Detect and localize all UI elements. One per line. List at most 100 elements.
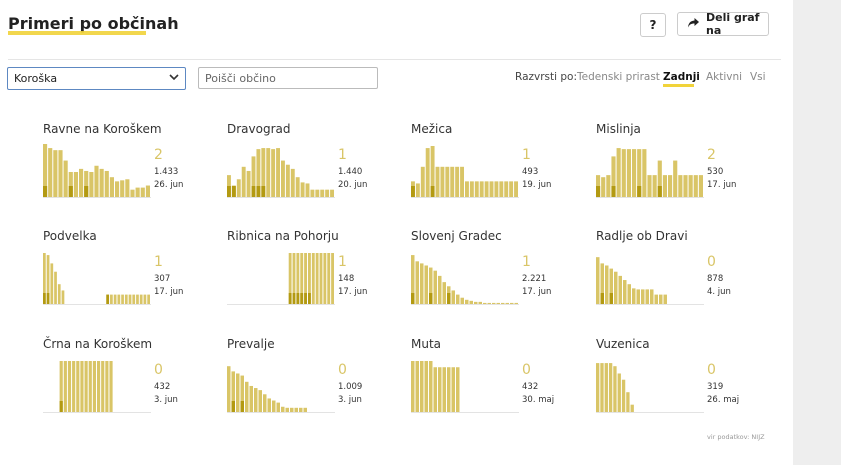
bar <box>101 361 105 413</box>
region-select-value: Koroška <box>14 72 58 85</box>
bar <box>657 160 662 198</box>
bar <box>652 175 657 198</box>
bar <box>424 361 428 413</box>
mini-bar-chart <box>596 363 704 413</box>
bar <box>600 363 604 413</box>
bar-highlight <box>596 186 601 198</box>
sort-option-weekly[interactable]: Tedenski prirast <box>577 71 660 83</box>
municipality-panel[interactable]: Ribnica na Pohorju 1 148 17. jun <box>227 229 407 329</box>
bar <box>683 175 688 198</box>
bar <box>115 181 120 198</box>
bar-highlight <box>292 293 296 305</box>
bar <box>465 181 469 198</box>
municipality-name: Vuzenica <box>596 337 650 351</box>
bar <box>305 183 310 198</box>
bar <box>614 271 618 305</box>
mini-bar-chart <box>43 144 151 198</box>
bar-highlight <box>609 293 613 305</box>
bar <box>469 300 473 305</box>
bar <box>130 189 135 198</box>
region-select[interactable]: Koroška <box>7 67 186 90</box>
municipality-panel[interactable]: Črna na Koroškem 0 432 3. jun <box>43 337 223 437</box>
bar <box>659 294 663 305</box>
bar <box>43 144 48 198</box>
title-underline <box>8 31 146 35</box>
municipality-panel[interactable]: Dravograd 1 1.440 20. jun <box>227 122 407 222</box>
bar-highlight <box>411 186 415 198</box>
bar <box>510 302 514 305</box>
latest-date: 17. jun <box>338 287 368 297</box>
bar-highlight <box>240 401 244 413</box>
bar <box>487 302 491 305</box>
bar-highlight <box>84 186 89 198</box>
municipality-panel[interactable]: Prevalje 0 1.009 3. jun <box>227 337 407 437</box>
bar <box>84 170 89 198</box>
municipality-name: Mežica <box>411 122 453 136</box>
bar-highlight <box>59 401 63 413</box>
bar <box>433 367 437 413</box>
bar <box>451 367 455 413</box>
bar <box>68 172 73 198</box>
municipality-panel[interactable]: Mežica 1 493 19. jun <box>411 122 591 222</box>
share-button[interactable]: Deli graf na <box>677 11 769 37</box>
bar <box>492 302 496 305</box>
bar <box>478 301 482 305</box>
bar <box>494 181 499 198</box>
bar <box>57 284 61 305</box>
municipality-name: Podvelka <box>43 229 97 243</box>
municipality-panel[interactable]: Radlje ob Dravi 0 878 4. jun <box>596 229 776 329</box>
mini-bar-chart <box>411 255 519 305</box>
total-count: 1.009 <box>338 382 363 392</box>
bar <box>429 267 433 305</box>
data-source: vir podatkov: NIJZ <box>707 433 765 441</box>
bar <box>249 385 253 413</box>
municipality-search-input[interactable] <box>198 67 378 89</box>
bar <box>236 373 240 413</box>
municipality-panel[interactable]: Ravne na Koroškem 2 1.433 26. jun <box>43 122 223 222</box>
bar <box>50 263 54 305</box>
bar <box>124 294 128 305</box>
bar-highlight <box>227 186 231 198</box>
latest-count: 1 <box>154 254 163 270</box>
municipality-panel[interactable]: Slovenj Gradec 1 2.221 17. jun <box>411 229 591 329</box>
bar <box>285 164 290 198</box>
bar <box>618 275 622 305</box>
bar-highlight <box>251 186 256 198</box>
bar <box>290 407 294 413</box>
share-button-label: Deli graf na <box>706 11 760 37</box>
municipality-panel[interactable]: Vuzenica 0 319 26. maj <box>596 337 776 437</box>
bar-highlight <box>600 293 604 305</box>
bar-highlight <box>611 186 616 198</box>
bar <box>668 175 673 198</box>
bar-highlight <box>256 186 261 198</box>
bar <box>698 175 703 198</box>
municipality-panel[interactable]: Podvelka 1 307 17. jun <box>43 229 223 329</box>
latest-date: 26. jun <box>154 180 184 190</box>
bar <box>496 302 500 305</box>
bar-highlight <box>106 294 110 305</box>
municipality-name: Dravograd <box>227 122 291 136</box>
mini-bar-chart <box>596 257 704 305</box>
sort-option-active[interactable]: Aktivni <box>706 71 743 83</box>
bar <box>296 253 300 305</box>
bar <box>606 175 611 198</box>
bar-highlight <box>411 293 415 305</box>
share-icon <box>688 17 699 31</box>
bar <box>105 361 109 413</box>
bar-highlight <box>657 186 662 198</box>
municipality-panel[interactable]: Muta 0 432 30. maj <box>411 337 591 437</box>
bar <box>688 175 693 198</box>
latest-date: 26. maj <box>707 395 740 405</box>
municipality-panel[interactable]: Mislinja 2 530 17. jun <box>596 122 776 222</box>
bar <box>120 180 125 198</box>
bar <box>411 255 415 305</box>
sort-option-latest[interactable]: Zadnji <box>663 71 700 83</box>
bar <box>415 261 419 305</box>
bar <box>460 166 464 198</box>
latest-count: 0 <box>522 362 531 378</box>
bar <box>79 168 84 198</box>
sort-option-all[interactable]: Vsi <box>750 71 766 83</box>
help-button[interactable]: ? <box>640 13 666 37</box>
bar <box>327 253 331 305</box>
bar <box>285 407 289 413</box>
